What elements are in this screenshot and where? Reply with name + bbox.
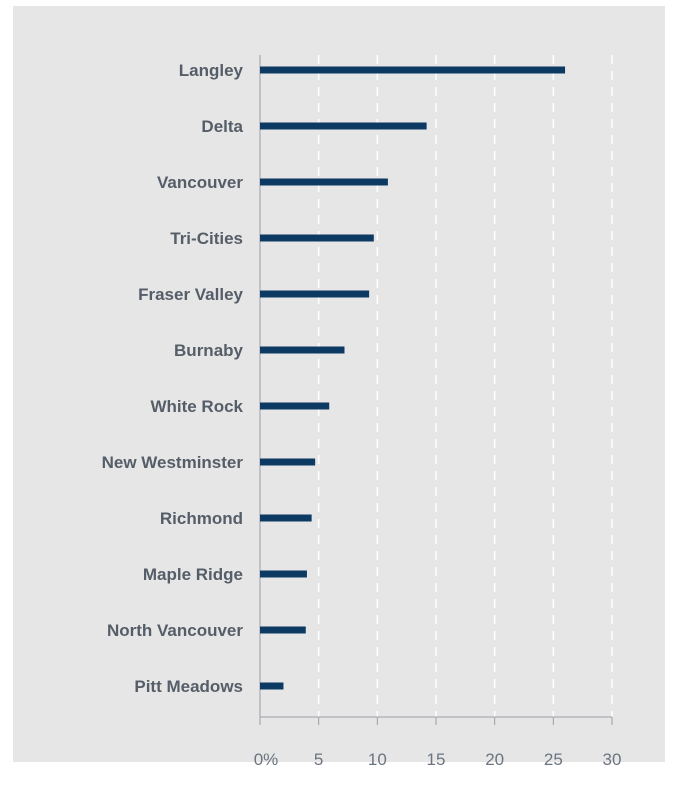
bar xyxy=(260,402,330,410)
bar xyxy=(260,626,306,634)
x-tick-label: 5 xyxy=(314,750,323,769)
category-label: Pitt Meadows xyxy=(134,677,243,696)
category-label: Delta xyxy=(201,117,243,136)
category-label: Fraser Valley xyxy=(138,285,243,304)
x-tick-label: 25 xyxy=(544,750,563,769)
bar xyxy=(260,66,566,74)
bar xyxy=(260,346,345,354)
bar xyxy=(260,178,388,186)
bar xyxy=(260,682,284,690)
category-label: New Westminster xyxy=(102,453,244,472)
category-label: White Rock xyxy=(150,397,243,416)
category-label: Vancouver xyxy=(157,173,243,192)
bar xyxy=(260,290,370,298)
x-tick-label: 10 xyxy=(368,750,387,769)
bar xyxy=(260,514,312,522)
category-label: North Vancouver xyxy=(107,621,243,640)
bar xyxy=(260,234,374,242)
bar xyxy=(260,570,307,578)
x-tick-label: 15 xyxy=(427,750,446,769)
x-tick-label: 30 xyxy=(603,750,622,769)
category-label: Maple Ridge xyxy=(143,565,243,584)
x-tick-label: 0% xyxy=(254,750,279,769)
category-label: Langley xyxy=(179,61,244,80)
bar xyxy=(260,122,427,130)
chart-panel xyxy=(13,6,665,762)
x-tick-label: 20 xyxy=(485,750,504,769)
category-label: Richmond xyxy=(160,509,243,528)
bar xyxy=(260,458,316,466)
category-label: Tri-Cities xyxy=(170,229,243,248)
category-label: Burnaby xyxy=(174,341,244,360)
